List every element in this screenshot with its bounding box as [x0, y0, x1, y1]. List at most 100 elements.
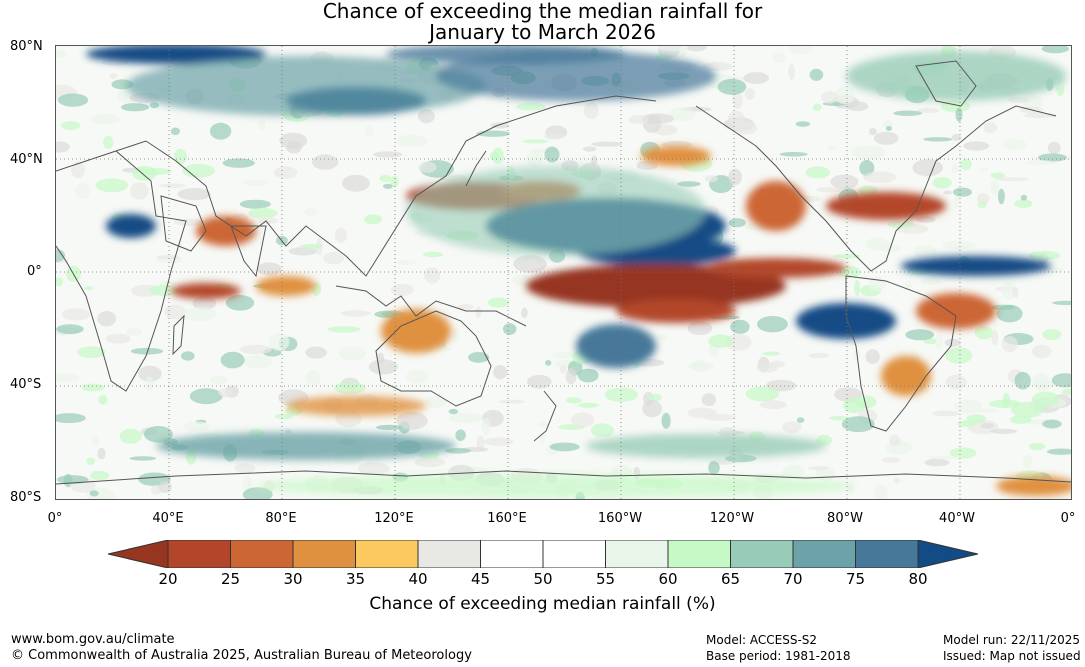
lon-label-0-right: 0°: [1060, 511, 1076, 526]
texture-blob: [1028, 250, 1061, 261]
texture-blob: [457, 304, 474, 310]
texture-blob: [945, 347, 973, 364]
texture-blob: [657, 333, 668, 341]
colorbar-tick-label: 70: [783, 570, 803, 588]
texture-blob: [691, 360, 710, 373]
texture-blob: [708, 334, 734, 348]
texture-blob: [1046, 267, 1064, 274]
texture-blob: [1028, 442, 1046, 451]
texture-blob: [641, 113, 674, 124]
texture-blob: [859, 160, 875, 176]
texture-blob: [571, 412, 595, 428]
texture-blob: [544, 133, 563, 140]
texture-blob: [565, 397, 582, 404]
texture-blob: [590, 423, 614, 438]
colorbar-tick-label: 60: [658, 570, 678, 588]
texture-blob: [487, 297, 510, 308]
texture-blob: [379, 174, 392, 182]
texture-blob: [445, 448, 471, 454]
texture-blob: [990, 172, 1006, 179]
texture-blob: [951, 133, 962, 142]
texture-blob: [704, 175, 718, 183]
texture-blob: [98, 394, 108, 405]
colorbar-tick-label: 25: [220, 570, 241, 588]
texture-blob: [396, 411, 428, 430]
colorbar-cell: [417, 540, 481, 568]
texture-blob: [239, 199, 271, 209]
texture-blob: [288, 247, 318, 256]
texture-blob: [1051, 373, 1071, 388]
texture-blob: [103, 135, 114, 149]
lon-label-80e: 80°E: [265, 511, 297, 526]
texture-blob: [951, 163, 959, 174]
texture-blob: [979, 167, 988, 172]
lon-label-40w: 40°W: [939, 511, 975, 526]
texture-blob: [648, 393, 662, 402]
texture-blob: [577, 368, 599, 383]
texture-blob: [881, 244, 902, 253]
texture-blob: [452, 327, 460, 343]
texture-blob: [299, 243, 324, 249]
texture-blob: [338, 346, 366, 360]
texture-blob: [591, 155, 598, 166]
texture-blob: [144, 426, 173, 443]
texture-blob: [677, 181, 701, 187]
texture-blob: [158, 481, 172, 493]
colorbar-title: Chance of exceeding median rainfall (%): [369, 594, 716, 614]
texture-blob: [779, 151, 808, 157]
texture-blob: [881, 457, 901, 463]
texture-blob: [181, 351, 195, 361]
texture-blob: [852, 349, 861, 361]
texture-blob: [218, 388, 234, 398]
texture-blob: [996, 177, 1029, 182]
texture-blob: [604, 387, 639, 403]
texture-blob: [816, 187, 843, 193]
colorbar-tick-label: 55: [595, 570, 616, 588]
colorbar-cell: [480, 540, 544, 568]
texture-blob: [56, 373, 80, 382]
texture-blob: [130, 347, 164, 355]
texture-blob: [376, 352, 385, 365]
texture-blob: [513, 255, 547, 273]
texture-blob: [449, 412, 483, 424]
footer-model-run: Model run: 22/11/2025: [943, 633, 1081, 647]
texture-blob: [499, 399, 525, 404]
texture-blob: [448, 408, 458, 415]
texture-blob: [1001, 336, 1018, 353]
texture-blob: [149, 102, 159, 109]
texture-blob: [1002, 138, 1027, 150]
texture-blob: [565, 368, 577, 385]
colorbar-cell: [355, 540, 419, 568]
texture-blob: [591, 141, 623, 147]
texture-blob: [1047, 141, 1061, 155]
texture-blob: [702, 62, 733, 71]
texture-blob: [728, 218, 746, 228]
texture-blob: [829, 415, 850, 421]
texture-blob: [887, 221, 915, 228]
texture-blob: [990, 179, 1000, 197]
texture-blob: [1012, 287, 1019, 298]
texture-blob: [998, 188, 1005, 205]
texture-blob: [808, 352, 830, 359]
texture-blob: [868, 276, 887, 291]
texture-blob: [782, 464, 805, 478]
texture-blob: [468, 352, 490, 363]
texture-blob: [61, 308, 91, 321]
texture-blob: [788, 64, 795, 80]
lat-label-40n: 40°N: [10, 152, 43, 167]
texture-blob: [805, 166, 830, 179]
texture-blob: [545, 360, 552, 366]
texture-blob: [182, 163, 216, 178]
coastlines: [56, 60, 1071, 485]
map-canvas: [56, 46, 1071, 499]
texture-blob: [945, 374, 967, 390]
lat-label-40s: 40°S: [10, 377, 42, 392]
texture-blob: [56, 49, 66, 58]
colorbar-tick-label: 75: [845, 570, 866, 588]
texture-blob: [687, 321, 713, 336]
texture-blob: [924, 458, 950, 467]
probability-regions: [86, 46, 1071, 498]
texture-blob: [921, 278, 942, 286]
texture-blob: [916, 216, 936, 223]
texture-blob: [248, 207, 278, 219]
